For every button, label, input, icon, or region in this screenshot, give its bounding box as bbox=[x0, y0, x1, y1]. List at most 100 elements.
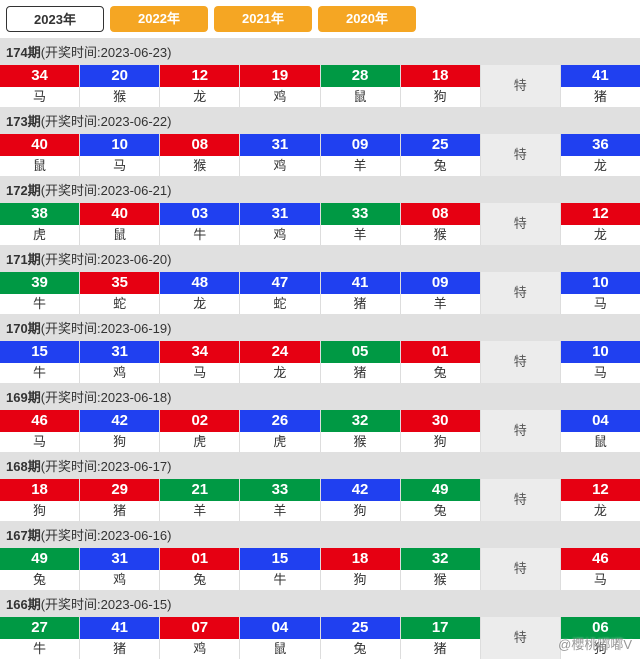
zodiac-label: 猪 bbox=[321, 363, 400, 383]
special-label-cell: 特 bbox=[481, 341, 561, 383]
zodiac-label: 蛇 bbox=[240, 294, 319, 314]
issue-row: 34马20猴12龙19鸡28鼠18狗特41猪 bbox=[0, 65, 640, 107]
number-cell: 03牛 bbox=[160, 203, 240, 245]
issue-header: 167期(开奖时间:2023-06-16) bbox=[0, 521, 640, 548]
special-number: 04 bbox=[561, 410, 640, 432]
number-badge: 10 bbox=[80, 134, 159, 156]
year-tab[interactable]: 2020年 bbox=[318, 6, 416, 32]
number-badge: 25 bbox=[401, 134, 480, 156]
number-cell: 28鼠 bbox=[321, 65, 401, 107]
number-cell: 04鼠 bbox=[240, 617, 320, 659]
zodiac-label: 马 bbox=[160, 363, 239, 383]
zodiac-label: 鸡 bbox=[160, 639, 239, 659]
number-cell: 42狗 bbox=[321, 479, 401, 521]
number-cell: 34马 bbox=[0, 65, 80, 107]
number-cell: 40鼠 bbox=[0, 134, 80, 176]
number-badge: 26 bbox=[240, 410, 319, 432]
number-cell: 33羊 bbox=[321, 203, 401, 245]
special-number: 41 bbox=[561, 65, 640, 87]
number-cell: 41猪 bbox=[80, 617, 160, 659]
number-cell: 40鼠 bbox=[80, 203, 160, 245]
number-cell: 17猪 bbox=[401, 617, 481, 659]
zodiac-label: 猴 bbox=[80, 87, 159, 107]
number-cell: 49兔 bbox=[0, 548, 80, 590]
zodiac-label: 羊 bbox=[240, 501, 319, 521]
number-badge: 49 bbox=[401, 479, 480, 501]
number-cell: 09羊 bbox=[401, 272, 481, 314]
results-list: 174期(开奖时间:2023-06-23)34马20猴12龙19鸡28鼠18狗特… bbox=[0, 38, 640, 659]
number-cell: 27牛 bbox=[0, 617, 80, 659]
zodiac-label: 牛 bbox=[240, 570, 319, 590]
number-cell: 29猪 bbox=[80, 479, 160, 521]
issue-row: 18狗29猪21羊33羊42狗49兔特12龙 bbox=[0, 479, 640, 521]
year-tabs: 2023年2022年2021年2020年 bbox=[0, 0, 640, 38]
special-number: 12 bbox=[561, 479, 640, 501]
number-badge: 21 bbox=[160, 479, 239, 501]
zodiac-label: 牛 bbox=[0, 363, 79, 383]
number-badge: 18 bbox=[0, 479, 79, 501]
zodiac-label: 兔 bbox=[160, 570, 239, 590]
number-cell: 41猪 bbox=[321, 272, 401, 314]
number-cell: 42狗 bbox=[80, 410, 160, 452]
number-cell: 31鸡 bbox=[80, 548, 160, 590]
number-badge: 09 bbox=[321, 134, 400, 156]
issue-header: 171期(开奖时间:2023-06-20) bbox=[0, 245, 640, 272]
number-badge: 42 bbox=[80, 410, 159, 432]
number-badge: 42 bbox=[321, 479, 400, 501]
zodiac-label: 龙 bbox=[160, 87, 239, 107]
number-badge: 07 bbox=[160, 617, 239, 639]
number-cell: 02虎 bbox=[160, 410, 240, 452]
number-cell: 38虎 bbox=[0, 203, 80, 245]
special-zodiac: 马 bbox=[561, 570, 640, 590]
number-badge: 33 bbox=[240, 479, 319, 501]
zodiac-label: 鼠 bbox=[0, 156, 79, 176]
number-cell: 01兔 bbox=[401, 341, 481, 383]
special-label: 特 bbox=[481, 548, 560, 590]
number-cell: 46马 bbox=[0, 410, 80, 452]
year-tab[interactable]: 2022年 bbox=[110, 6, 208, 32]
number-badge: 39 bbox=[0, 272, 79, 294]
zodiac-label: 猴 bbox=[321, 432, 400, 452]
zodiac-label: 兔 bbox=[401, 501, 480, 521]
zodiac-label: 鸡 bbox=[80, 363, 159, 383]
year-tab[interactable]: 2021年 bbox=[214, 6, 312, 32]
zodiac-label: 羊 bbox=[321, 156, 400, 176]
special-label: 特 bbox=[481, 479, 560, 521]
issue-header: 166期(开奖时间:2023-06-15) bbox=[0, 590, 640, 617]
number-cell: 19鸡 bbox=[240, 65, 320, 107]
special-zodiac: 龙 bbox=[561, 225, 640, 245]
special-label: 特 bbox=[481, 203, 560, 245]
special-label: 特 bbox=[481, 65, 560, 107]
number-badge: 24 bbox=[240, 341, 319, 363]
zodiac-label: 猴 bbox=[160, 156, 239, 176]
issue-header: 173期(开奖时间:2023-06-22) bbox=[0, 107, 640, 134]
special-zodiac: 马 bbox=[561, 294, 640, 314]
number-badge: 30 bbox=[401, 410, 480, 432]
number-badge: 35 bbox=[80, 272, 159, 294]
number-badge: 17 bbox=[401, 617, 480, 639]
number-cell: 15牛 bbox=[0, 341, 80, 383]
special-label: 特 bbox=[481, 410, 560, 452]
special-label-cell: 特 bbox=[481, 134, 561, 176]
number-badge: 46 bbox=[0, 410, 79, 432]
issue-row: 49兔31鸡01兔15牛18狗32猴特46马 bbox=[0, 548, 640, 590]
year-tab[interactable]: 2023年 bbox=[6, 6, 104, 32]
special-cell: 10马 bbox=[561, 272, 640, 314]
zodiac-label: 牛 bbox=[0, 639, 79, 659]
number-cell: 25兔 bbox=[321, 617, 401, 659]
special-cell: 12龙 bbox=[561, 203, 640, 245]
issue-header: 172期(开奖时间:2023-06-21) bbox=[0, 176, 640, 203]
special-cell: 36龙 bbox=[561, 134, 640, 176]
number-cell: 31鸡 bbox=[80, 341, 160, 383]
number-cell: 48龙 bbox=[160, 272, 240, 314]
special-label-cell: 特 bbox=[481, 65, 561, 107]
number-cell: 18狗 bbox=[321, 548, 401, 590]
zodiac-label: 虎 bbox=[240, 432, 319, 452]
number-badge: 04 bbox=[240, 617, 319, 639]
zodiac-label: 虎 bbox=[0, 225, 79, 245]
number-badge: 01 bbox=[160, 548, 239, 570]
number-cell: 25兔 bbox=[401, 134, 481, 176]
number-cell: 12龙 bbox=[160, 65, 240, 107]
zodiac-label: 鼠 bbox=[80, 225, 159, 245]
number-badge: 47 bbox=[240, 272, 319, 294]
